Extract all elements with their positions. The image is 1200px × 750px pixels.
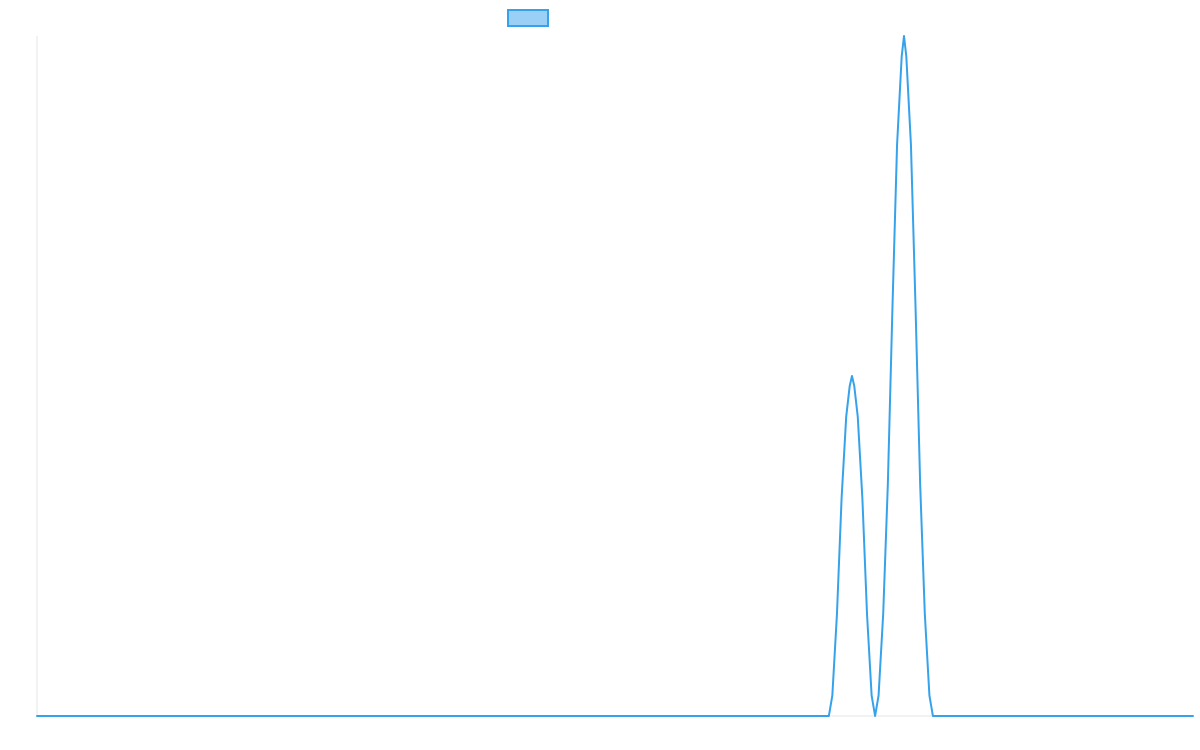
series-group: [36, 35, 1194, 717]
legend-swatch-0[interactable]: [507, 9, 549, 27]
legend[interactable]: [507, 9, 549, 27]
series-line-0: [36, 35, 1194, 717]
